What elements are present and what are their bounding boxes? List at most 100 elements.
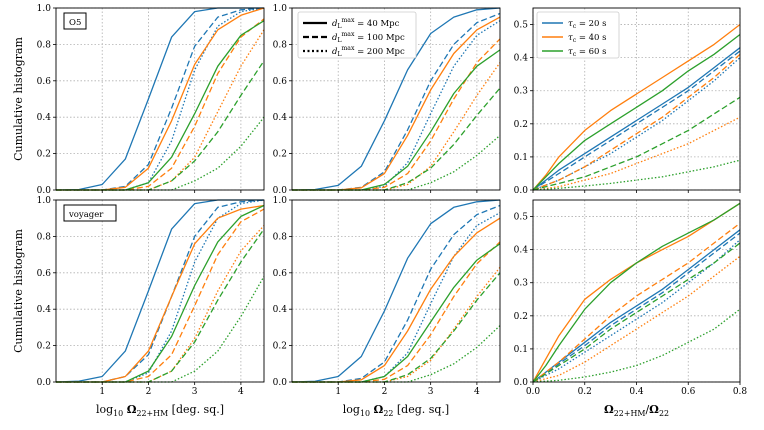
panel-o5-hm: 0.0 0.2 0.4 0.6 0.8 1.0 Cumulative histogram O5 <box>12 4 265 196</box>
y-tick-label: 0.2 <box>37 150 51 160</box>
y-tick-label: 0.1 <box>514 345 528 355</box>
legend-box <box>297 11 417 59</box>
series-line-green-dotted <box>56 116 265 191</box>
series-line-green-dashed <box>532 242 741 383</box>
series-line-orange-dotted <box>532 255 741 383</box>
y-tick-label: 0.4 <box>514 54 529 64</box>
y-tick-label: 0.2 <box>273 342 287 352</box>
y-tick-label: 0.5 <box>514 21 529 31</box>
x-tick-label: 0.2 <box>578 387 592 397</box>
series-line-green-dashed <box>532 96 741 191</box>
legend-label: dLmax = 40 Mpc <box>332 17 400 30</box>
y-tick-label: 0.4 <box>514 246 529 256</box>
x-tick-label: 0.0 <box>526 387 541 397</box>
axes-frame <box>55 199 265 383</box>
y-tick-label: 0.3 <box>514 279 529 289</box>
y-tick-label: 0.2 <box>273 150 287 160</box>
series-line-green-dotted <box>56 276 265 383</box>
series-line-green-solid <box>292 49 501 191</box>
panel-voyager-hm: 1 2 3 4 0.0 0.2 0.4 0.6 0.8 1.0 Cumulative histogr… <box>12 196 265 418</box>
panel-voyager-22: 1 2 3 4 0.0 0.2 0.4 0.6 0.8 1.0 log10 Ω22 [deg. sq… <box>273 196 501 418</box>
y-axis-label: Cumulative histogram <box>12 229 25 353</box>
series-line-orange-dashed <box>56 208 265 383</box>
x-tick-label: 4 <box>474 387 480 397</box>
series-line-green-solid <box>56 20 265 191</box>
series-line-blue-dashed <box>292 204 501 383</box>
series-line-blue-solid <box>291 7 501 191</box>
x-tick-label: 0.6 <box>681 387 696 397</box>
y-tick-label: 0.6 <box>37 269 52 279</box>
series-line-orange-dotted <box>532 116 741 191</box>
y-axis-label: Cumulative histogram <box>12 37 25 161</box>
series-line-green-solid <box>292 243 501 383</box>
y-tick-label: 0.0 <box>273 378 288 388</box>
series-line-blue-dotted <box>56 199 265 383</box>
y-tick-label: 0.0 <box>37 186 52 196</box>
x-axis-label: log10 Ω22+HM [deg. sq.] <box>96 403 224 418</box>
row-label-box <box>63 204 117 222</box>
y-tick-label: 0.2 <box>37 342 51 352</box>
series-line-green-solid <box>532 33 741 191</box>
y-tick-label: 0.3 <box>514 87 529 97</box>
row-label: voyager <box>68 210 104 220</box>
y-tick-label: 1.0 <box>37 4 52 14</box>
y-tick-label: 0.4 <box>37 305 52 315</box>
x-tick-label: 4 <box>238 387 244 397</box>
y-tick-label: 0.4 <box>273 113 288 123</box>
series-line-blue-solid <box>532 47 741 191</box>
y-tick-label: 0.1 <box>514 153 528 163</box>
row-label: O5 <box>69 18 81 28</box>
y-tick-label: 0.6 <box>273 269 288 279</box>
series-line-blue-solid <box>291 199 501 383</box>
series-line-orange-solid <box>56 204 265 383</box>
y-tick-label: 1.0 <box>273 196 288 206</box>
y-tick-label: 0.6 <box>273 77 288 87</box>
series-line-blue-dotted <box>532 57 741 191</box>
legend-label: τc = 40 s <box>568 33 607 44</box>
series-line-blue-dotted <box>532 239 741 383</box>
x-tick-label: 1 <box>335 387 341 397</box>
series-line-blue-solid <box>532 229 741 383</box>
series-line-orange-dashed <box>532 53 741 191</box>
series-line-orange-dotted <box>56 29 265 191</box>
row-label-box <box>63 12 87 30</box>
y-tick-label: 0.5 <box>514 213 529 223</box>
x-tick-label: 0.8 <box>733 387 748 397</box>
y-tick-label: 0.2 <box>514 120 528 130</box>
x-tick-label: 2 <box>382 387 388 397</box>
x-axis-label: Ω22+HM/Ω22 <box>604 403 669 418</box>
series-line-green-dotted <box>292 134 501 191</box>
series-line-orange-dashed <box>292 241 501 383</box>
series-line-green-dotted <box>532 308 741 383</box>
series-line-green-solid <box>56 204 265 383</box>
y-tick-label: 0.0 <box>514 378 529 388</box>
y-tick-label: 0.6 <box>37 77 52 87</box>
y-tick-label: 0.2 <box>514 312 528 322</box>
y-tick-label: 0.0 <box>514 186 529 196</box>
series-line-orange-solid <box>532 202 741 383</box>
x-tick-label: 0.4 <box>629 387 644 397</box>
y-tick-label: 0.8 <box>273 232 288 242</box>
x-tick-label: 2 <box>146 387 152 397</box>
series-line-blue-dashed <box>532 232 741 383</box>
y-tick-label: 0.8 <box>273 40 288 50</box>
x-axis-label: log10 Ω22 [deg. sq.] <box>343 403 449 418</box>
series-line-orange-solid <box>292 217 501 383</box>
y-tick-label: 0.8 <box>37 232 52 242</box>
series-line-blue-dashed <box>532 50 741 191</box>
x-tick-label: 3 <box>428 387 434 397</box>
y-tick-label: 1.0 <box>37 196 52 206</box>
legend-label: τc = 60 s <box>568 47 607 58</box>
series-line-orange-dotted <box>56 225 265 383</box>
series-line-blue-dotted <box>292 212 501 383</box>
y-tick-label: 0.8 <box>37 40 52 50</box>
axes-frame <box>291 7 501 191</box>
y-tick-label: 0.4 <box>273 305 288 315</box>
y-tick-label: 0.0 <box>273 186 288 196</box>
series-line-orange-solid <box>532 23 741 191</box>
y-tick-label: 0.4 <box>37 113 52 123</box>
panel-o5-ratio: 0.0 0.1 0.2 0.3 0.4 0.5 τc = 20 s τc = 40 s τc =… <box>514 7 741 196</box>
axes-frame <box>291 199 501 383</box>
